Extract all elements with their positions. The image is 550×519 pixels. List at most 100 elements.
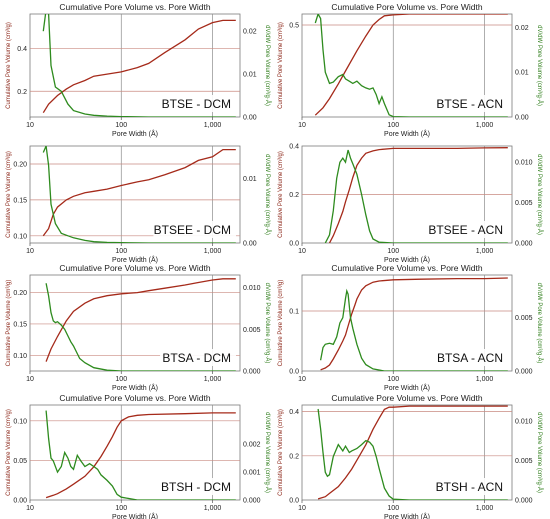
y2-axis-label: dV/dW Pore Volume (cm³/g·Å) (264, 283, 271, 364)
x-tick-label: 10 (26, 122, 34, 129)
y2-tick-label: 0.010 (515, 160, 533, 167)
y-tick-label: 0.15 (13, 321, 27, 328)
x-axis-label: Pore Width (Å) (384, 255, 430, 264)
sample-label-text: BTSA - DCM (162, 351, 231, 365)
chart-panel-6: 10 100 1,000 0.0 0.1 0.000 0.005 Pore Width (Å)… (278, 263, 543, 392)
x-axis-label: Pore Width (Å) (384, 512, 430, 519)
cumulative-series-line (317, 405, 508, 500)
y-tick-label: 0.4 (289, 144, 299, 151)
sample-label-bg (432, 349, 508, 366)
y-axis-label: Cumulative Pore Volume (cm³/g) (6, 22, 12, 109)
y-axis-label: Cumulative Pore Volume (cm³/g) (278, 280, 284, 367)
dvdw-series-line (317, 408, 508, 500)
chart-panel-4: 10 100 1,000 0.0 0.2 0.4 0.000 0.005 0.010 Pore W… (278, 144, 543, 265)
y-tick-label: 0.2 (17, 89, 27, 96)
dvdw-series-line (319, 288, 508, 371)
x-tick-label: 10 (298, 122, 306, 129)
y2-axis-label: dV/dW Pore Volume (cm³/g·Å) (264, 25, 271, 106)
cumulative-series-line (314, 14, 508, 116)
y2-tick-label: 0.005 (515, 458, 533, 465)
cumulative-series-line (45, 278, 236, 362)
sample-label-text: BTSH - ACN (436, 480, 503, 494)
sample-label: BTSEE - DCM (153, 221, 236, 238)
x-axis-label: Pore Width (Å) (112, 383, 158, 392)
y2-tick-label: 0.002 (243, 442, 261, 449)
y2-tick-label: 0.02 (515, 25, 529, 32)
sample-label-bg (160, 95, 236, 112)
y-tick-label: 0.0 (289, 498, 299, 505)
y2-tick-label: 0.02 (243, 29, 257, 36)
y-tick-label: 0.10 (13, 233, 27, 240)
x-axis-label: Pore Width (Å) (384, 383, 430, 392)
cumulative-series-line (45, 412, 236, 499)
y-axis-label: Cumulative Pore Volume (cm³/g) (278, 22, 284, 109)
x-tick-label: 100 (115, 505, 127, 512)
y2-axis-label: dV/dW Pore Volume (cm³/g·Å) (536, 412, 543, 493)
y2-axis-label: dV/dW Pore Volume (cm³/g·Å) (536, 283, 543, 364)
y2-tick-label: 0.01 (515, 70, 529, 77)
y2-axis-label: dV/dW Pore Volume (cm³/g·Å) (264, 154, 271, 235)
chart-panel-2: 10 100 1,000 0.5 0.00 0.01 0.02 Pore Width (Å) C… (278, 2, 543, 138)
sample-label-text: BTSEE - ACN (428, 223, 503, 237)
y-tick-label: 0.2 (289, 192, 299, 199)
x-tick-label: 100 (115, 248, 127, 255)
x-tick-label: 1,000 (204, 122, 222, 129)
y2-tick-label: 0.005 (243, 327, 261, 334)
sample-label: BTSA - DCM (160, 349, 236, 366)
x-tick-label: 10 (298, 505, 306, 512)
dvdw-series-line (324, 149, 508, 243)
sample-label-text: BTSE - DCM (162, 97, 231, 111)
y2-tick-label: 0.00 (243, 115, 257, 122)
chart-panel-5: 10 100 1,000 0.10 0.15 0.20 0.000 0.005 0.010 Por… (6, 263, 271, 392)
y-axis-label: Cumulative Pore Volume (cm³/g) (6, 280, 12, 367)
y-tick-label: 0.0 (289, 241, 299, 248)
x-tick-label: 1,000 (476, 122, 494, 129)
y-tick-label: 0.15 (13, 197, 27, 204)
sample-label-bg (153, 221, 236, 238)
y-tick-label: 0.20 (13, 290, 27, 297)
chart-panel-7: 10 100 1,000 0.00 0.05 0.10 0.000 0.001 0.002 Por… (6, 393, 271, 519)
cumulative-series-line (42, 19, 236, 114)
dvdw-series-line (42, 14, 236, 117)
x-tick-label: 10 (298, 376, 306, 383)
cumulative-series-line (320, 277, 508, 371)
cumulative-series-line (328, 147, 508, 243)
y2-tick-label: 0.01 (243, 176, 257, 183)
dvdw-series-line (45, 283, 236, 371)
x-tick-label: 100 (387, 376, 399, 383)
x-tick-label: 100 (115, 122, 127, 129)
y-tick-label: 0.0 (289, 369, 299, 376)
y-tick-label: 0.4 (289, 409, 299, 416)
sample-label-bg (425, 221, 508, 238)
sample-label: BTSH - DCM (160, 478, 236, 495)
y2-tick-label: 0.000 (243, 369, 261, 376)
y-tick-label: 0.10 (13, 418, 27, 425)
x-tick-label: 1,000 (204, 505, 222, 512)
y2-tick-label: 0.010 (515, 418, 533, 425)
x-tick-label: 10 (26, 376, 34, 383)
dvdw-series-line (42, 146, 236, 243)
x-tick-label: 1,000 (204, 376, 222, 383)
y-tick-label: 0.1 (289, 309, 299, 316)
sample-label-text: BTSEE - DCM (154, 223, 231, 237)
chart-panel-8: 10 100 1,000 0.0 0.2 0.4 0.000 0.005 0.010 Pore W… (278, 393, 543, 519)
chart-title: Cumulative Pore Volume vs. Pore Width (59, 263, 210, 273)
chart-title: Cumulative Pore Volume vs. Pore Width (331, 2, 482, 12)
x-tick-label: 1,000 (476, 248, 494, 255)
y2-axis-label: dV/dW Pore Volume (cm³/g·Å) (536, 25, 543, 106)
sample-label-bg (160, 478, 236, 495)
sample-label-text: BTSH - DCM (161, 480, 231, 494)
x-tick-label: 1,000 (204, 248, 222, 255)
y2-tick-label: 0.001 (243, 470, 261, 477)
sample-label-text: BTSE - ACN (436, 97, 503, 111)
sample-label: BTSH - ACN (432, 478, 508, 495)
y2-tick-label: 0.000 (515, 498, 533, 505)
sample-label-bg (160, 349, 236, 366)
y2-tick-label: 0.000 (515, 369, 533, 376)
y-axis-label: Cumulative Pore Volume (cm³/g) (6, 151, 12, 238)
y-tick-label: 0.5 (289, 23, 299, 30)
y-axis-label: Cumulative Pore Volume (cm³/g) (6, 409, 12, 496)
x-tick-label: 1,000 (476, 376, 494, 383)
y-tick-label: 0.00 (13, 498, 27, 505)
